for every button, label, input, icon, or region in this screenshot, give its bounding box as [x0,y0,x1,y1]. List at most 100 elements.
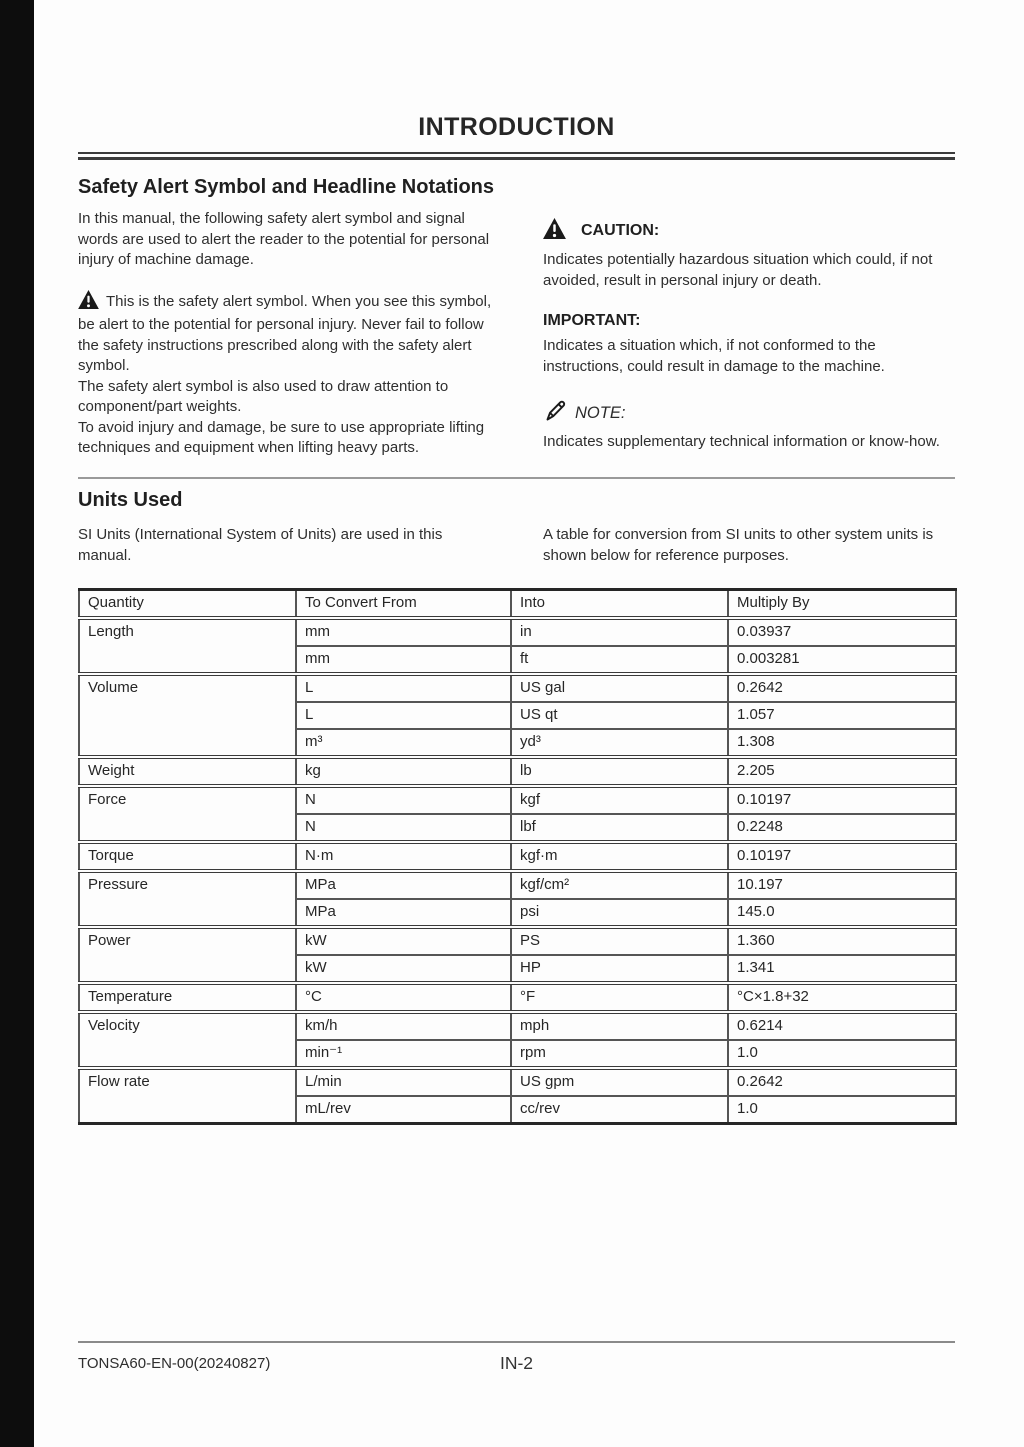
factor-cell: 1.0 [727,1038,957,1068]
into-cell: psi [510,897,729,927]
factor-cell: 1.341 [727,953,957,983]
convert-from-cell: L [295,671,512,702]
table-row: Pressure MPa kgf/cm² 10.197 [78,868,957,927]
convert-from-cell: min⁻¹ [295,1038,512,1068]
header-into: Into [510,589,729,620]
important-label: IMPORTANT: [543,312,641,329]
units-left-text: SI Units (International System of Units)… [78,525,443,564]
quantity-cell: Length [78,615,297,674]
quantity-cell: Force [78,783,297,842]
into-cell: rpm [510,1038,729,1068]
into-cell: kgf/cm² [510,868,729,899]
convert-from-cell: km/h [295,1009,512,1040]
convert-from-cell: m³ [295,727,512,757]
table-header-row: Quantity To Convert From Into Multiply B… [78,589,957,620]
alert-paragraph-3: To avoid injury and damage, be sure to u… [78,418,485,457]
footer-rule [78,1341,955,1343]
table-row: Temperature °C °F °C×1.8+32 [78,980,957,1012]
into-cell: kgf [510,783,729,814]
convert-from-cell: L/min [295,1065,512,1096]
table-row: Power kW PS 1.360 [78,924,957,983]
header-convert-from: To Convert From [295,589,512,620]
table-row: Weight kg lb 2.205 [78,754,957,786]
into-cell: cc/rev [510,1094,729,1123]
header-quantity: Quantity [78,589,297,620]
units-columns: SI Units (International System of Units)… [78,524,955,566]
factor-cell: 1.057 [727,700,957,729]
into-cell: HP [510,953,729,983]
pencil-icon [543,399,567,428]
units-section-rule [78,476,955,479]
convert-from-cell: MPa [295,897,512,927]
convert-from-cell: mm [295,644,512,674]
factor-cell: 1.308 [727,727,957,757]
quantity-cell: Volume [78,671,297,757]
page-content: INTRODUCTION Safety Alert Symbol and Hea… [36,0,1024,1125]
caution-alert-icon [543,218,566,244]
into-cell: US qt [510,700,729,729]
quantity-cell: Weight [78,754,297,786]
note-text: Indicates supplementary technical inform… [543,433,940,450]
into-cell: in [510,615,729,646]
conversion-table-head: Quantity To Convert From Into Multiply B… [78,589,957,620]
table-row: Velocity km/h mph 0.6214 [78,1009,957,1068]
factor-cell: 1.360 [727,924,957,955]
into-cell: US gal [510,671,729,702]
table-row: Length mm in 0.03937 [78,615,957,674]
factor-cell: °C×1.8+32 [727,980,957,1012]
factor-cell: 2.205 [727,754,957,786]
quantity-cell: Pressure [78,868,297,927]
header-multiply-by: Multiply By [727,589,957,620]
quantity-cell: Flow rate [78,1065,297,1123]
into-cell: kgf·m [510,839,729,871]
conversion-table: Quantity To Convert From Into Multiply B… [78,587,957,1125]
into-cell: °F [510,980,729,1012]
page-footer: TONSA60-EN-00(20240827) IN-2 [78,1341,955,1377]
conversion-table-wrap: Quantity To Convert From Into Multiply B… [78,587,957,1125]
factor-cell: 0.2642 [727,671,957,702]
convert-from-cell: kW [295,924,512,955]
convert-from-cell: kW [295,953,512,983]
table-row: L US qt 1.057 [79,700,957,729]
title-rule [78,152,955,160]
safety-section-heading: Safety Alert Symbol and Headline Notatio… [78,176,495,198]
scan-edge-bar [0,0,34,1447]
safety-left-column: In this manual, the following safety ale… [78,209,493,459]
into-cell: US gpm [510,1065,729,1096]
table-row: MPa psi 145.0 [79,897,957,927]
factor-cell: 0.003281 [727,644,957,674]
caution-label: CAUTION: [581,222,660,239]
table-row: Volume L US gal 0.2642 [78,671,957,757]
into-cell: lb [510,754,729,786]
safety-alert-icon [78,289,99,316]
table-row: Flow rate L/min US gpm 0.2642 [78,1065,957,1123]
footer-row: TONSA60-EN-00(20240827) IN-2 [78,1353,955,1377]
table-row: min⁻¹ rpm 1.0 [79,1038,957,1068]
factor-cell: 0.2642 [727,1065,957,1096]
convert-from-cell: N [295,812,512,842]
page-title: INTRODUCTION [418,113,615,141]
safety-right-column: CAUTION: Indicates potentially hazardous… [543,209,955,459]
factor-cell: 1.0 [727,1094,957,1123]
convert-from-cell: N [295,783,512,814]
conversion-table-body: Length mm in 0.03937 mm ft 0.003281 Volume L US g… [78,615,957,1123]
quantity-cell: Torque [78,839,297,871]
factor-cell: 0.10197 [727,783,957,814]
convert-from-cell: kg [295,754,512,786]
convert-from-cell: N·m [295,839,512,871]
factor-cell: 0.10197 [727,839,957,871]
into-cell: ft [510,644,729,674]
quantity-cell: Temperature [78,980,297,1012]
page-number: IN-2 [499,1353,534,1373]
table-row: m³ yd³ 1.308 [79,727,957,757]
quantity-cell: Power [78,924,297,983]
note-label: NOTE: [575,404,626,422]
factor-cell: 0.2248 [727,812,957,842]
safety-columns: In this manual, the following safety ale… [78,209,955,459]
table-row: kW HP 1.341 [79,953,957,983]
convert-from-cell: mm [295,615,512,646]
convert-from-cell: L [295,700,512,729]
